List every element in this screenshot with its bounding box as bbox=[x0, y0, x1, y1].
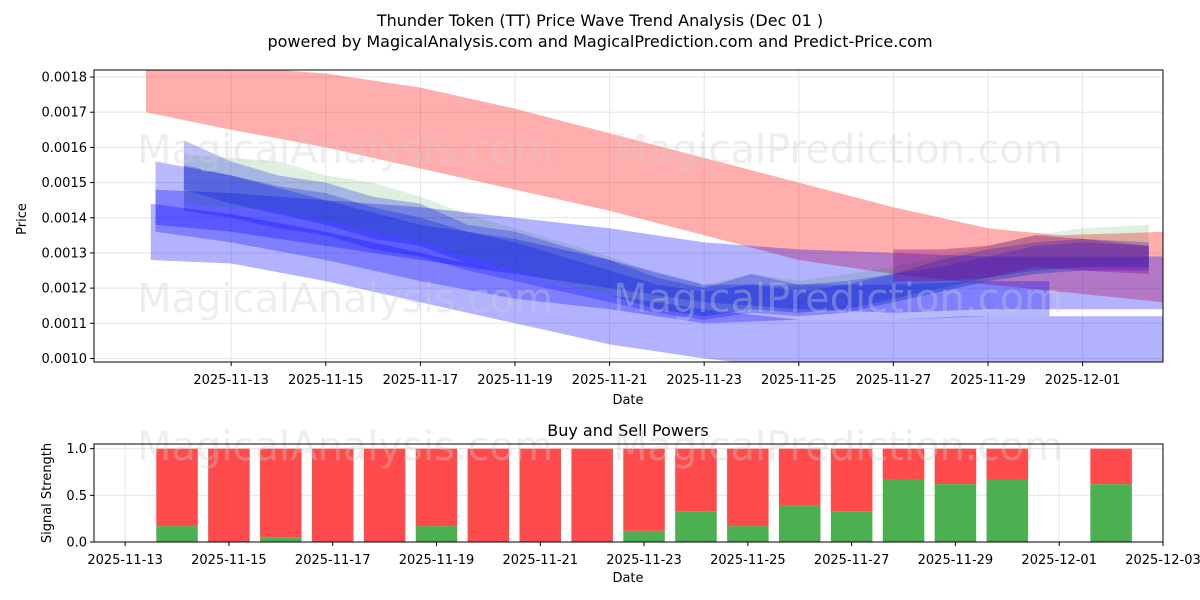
signal-x-tick-label: 2025-11-27 bbox=[814, 553, 890, 568]
signal-y-tick-label: 1.0 bbox=[66, 442, 87, 457]
buy-bar bbox=[260, 537, 302, 542]
sell-bar bbox=[571, 448, 613, 542]
blue-band-flat bbox=[155, 189, 1163, 313]
price-x-tick-label: 2025-11-23 bbox=[666, 373, 742, 388]
price-y-tick-label: 0.0018 bbox=[42, 71, 88, 86]
sell-bar bbox=[934, 448, 977, 485]
price-y-tick-label: 0.0014 bbox=[42, 211, 88, 226]
sell-bar bbox=[415, 448, 458, 527]
buy-bar bbox=[778, 505, 821, 542]
watermark-prediction-bottom: MagicalPrediction.com bbox=[613, 424, 1063, 470]
signal-x-tick-label: 2025-11-15 bbox=[191, 553, 267, 568]
chart-title-line2: powered by MagicalAnalysis.com and Magic… bbox=[267, 32, 932, 51]
price-wave-plot: MagicalAnalysis.com MagicalPrediction.co… bbox=[15, 69, 1164, 408]
price-x-ticks: 2025-11-13 2025-11-15 2025-11-17 2025-11-19… bbox=[193, 362, 1120, 388]
signal-x-tick-label: 2025-12-03 bbox=[1125, 553, 1200, 568]
blue-band-lower bbox=[150, 203, 1163, 362]
sell-bar bbox=[363, 448, 406, 542]
signal-x-tick-label: 2025-11-17 bbox=[295, 553, 371, 568]
buy-bar bbox=[986, 479, 1029, 542]
watermark-analysis-bottom: MagicalAnalysis.com bbox=[137, 424, 553, 470]
buy-bar bbox=[623, 530, 665, 542]
buy-bar bbox=[1090, 484, 1132, 542]
price-y-ticks: 0.0010 0.0011 0.0012 0.0013 0.0014 0.0015 0.00… bbox=[42, 71, 94, 367]
price-y-tick-label: 0.0011 bbox=[42, 317, 88, 332]
sell-bar bbox=[986, 448, 1029, 480]
blue-band-wave-1 bbox=[183, 140, 1149, 317]
sell-bar bbox=[727, 448, 769, 527]
price-x-axis-label: Date bbox=[612, 393, 643, 408]
price-x-tick-label: 2025-11-25 bbox=[761, 373, 837, 388]
price-x-tick-label: 2025-11-27 bbox=[856, 373, 932, 388]
signal-x-tick-label: 2025-11-23 bbox=[606, 553, 682, 568]
price-y-tick-label: 0.0017 bbox=[42, 106, 88, 121]
signal-x-tick-label: 2025-11-25 bbox=[710, 553, 786, 568]
red-band bbox=[146, 70, 1163, 303]
price-x-tick-label: 2025-12-01 bbox=[1045, 373, 1121, 388]
sell-bar bbox=[1090, 448, 1132, 485]
buy-bar bbox=[415, 526, 458, 542]
blue-band-wave-2 bbox=[183, 165, 1149, 320]
sell-bar bbox=[623, 448, 665, 531]
signal-x-tick-label: 2025-11-21 bbox=[503, 553, 579, 568]
buy-bar bbox=[882, 479, 925, 542]
sell-bar bbox=[675, 448, 717, 512]
price-x-tick-label: 2025-11-21 bbox=[572, 373, 648, 388]
price-x-tick-label: 2025-11-13 bbox=[193, 373, 269, 388]
buy-bar bbox=[675, 511, 717, 542]
price-x-tick-label: 2025-11-17 bbox=[383, 373, 459, 388]
buy-bar bbox=[727, 526, 769, 542]
price-y-tick-label: 0.0015 bbox=[42, 176, 88, 191]
signal-x-tick-label: 2025-12-01 bbox=[1021, 553, 1097, 568]
price-grid bbox=[94, 70, 1163, 362]
price-y-tick-label: 0.0016 bbox=[42, 141, 88, 156]
signal-bars bbox=[156, 448, 1132, 542]
sell-bar bbox=[311, 448, 354, 542]
price-bands bbox=[146, 70, 1163, 362]
buy-sell-plot: Buy and Sell Powers MagicalAnalysis.com … bbox=[40, 421, 1200, 586]
sell-bar bbox=[467, 448, 510, 542]
buy-sell-title: Buy and Sell Powers bbox=[547, 421, 709, 440]
price-x-tick-label: 2025-11-29 bbox=[950, 373, 1026, 388]
sell-bar bbox=[519, 448, 562, 542]
buy-bar bbox=[830, 511, 873, 542]
chart-title-line1: Thunder Token (TT) Price Wave Trend Anal… bbox=[376, 11, 823, 30]
watermark-analysis-top: MagicalAnalysis.com bbox=[137, 127, 553, 173]
green-band bbox=[183, 154, 1149, 317]
price-y-tick-label: 0.0012 bbox=[42, 282, 88, 297]
signal-plot-frame bbox=[93, 443, 1164, 543]
signal-x-tick-label: 2025-11-29 bbox=[918, 553, 994, 568]
price-x-tick-label: 2025-11-19 bbox=[477, 373, 553, 388]
sell-bar bbox=[208, 448, 250, 542]
sell-bar bbox=[156, 448, 198, 527]
price-y-tick-label: 0.0010 bbox=[42, 352, 88, 367]
price-x-tick-label: 2025-11-15 bbox=[288, 373, 364, 388]
watermark-analysis-mid: MagicalAnalysis.com bbox=[137, 276, 553, 322]
signal-y-tick-label: 0.0 bbox=[66, 536, 87, 551]
buy-bar bbox=[156, 526, 198, 542]
sell-bar bbox=[260, 448, 302, 538]
price-y-axis-label: Price bbox=[15, 203, 30, 235]
watermark-prediction-top: MagicalPrediction.com bbox=[613, 127, 1063, 173]
sell-bar bbox=[778, 448, 821, 506]
signal-y-tick-label: 0.5 bbox=[66, 489, 87, 504]
watermark-prediction-mid: MagicalPrediction.com bbox=[613, 276, 1063, 322]
blue-band-steep bbox=[155, 161, 1050, 324]
signal-x-ticks: 2025-11-13 2025-11-15 2025-11-17 2025-11-19… bbox=[87, 542, 1200, 568]
sell-bar bbox=[882, 448, 925, 480]
sell-bar bbox=[830, 448, 873, 512]
signal-x-tick-label: 2025-11-13 bbox=[87, 553, 163, 568]
price-y-tick-label: 0.0013 bbox=[42, 246, 88, 261]
signal-y-ticks: 0.0 0.5 1.0 bbox=[66, 442, 94, 551]
signal-x-tick-label: 2025-11-19 bbox=[399, 553, 475, 568]
buy-bar bbox=[934, 484, 977, 542]
purple-band bbox=[893, 235, 1149, 282]
signal-x-axis-label: Date bbox=[612, 571, 643, 586]
signal-y-axis-label: Signal Strength bbox=[40, 443, 55, 543]
price-plot-frame bbox=[93, 69, 1164, 363]
price-band-group bbox=[146, 70, 1163, 362]
